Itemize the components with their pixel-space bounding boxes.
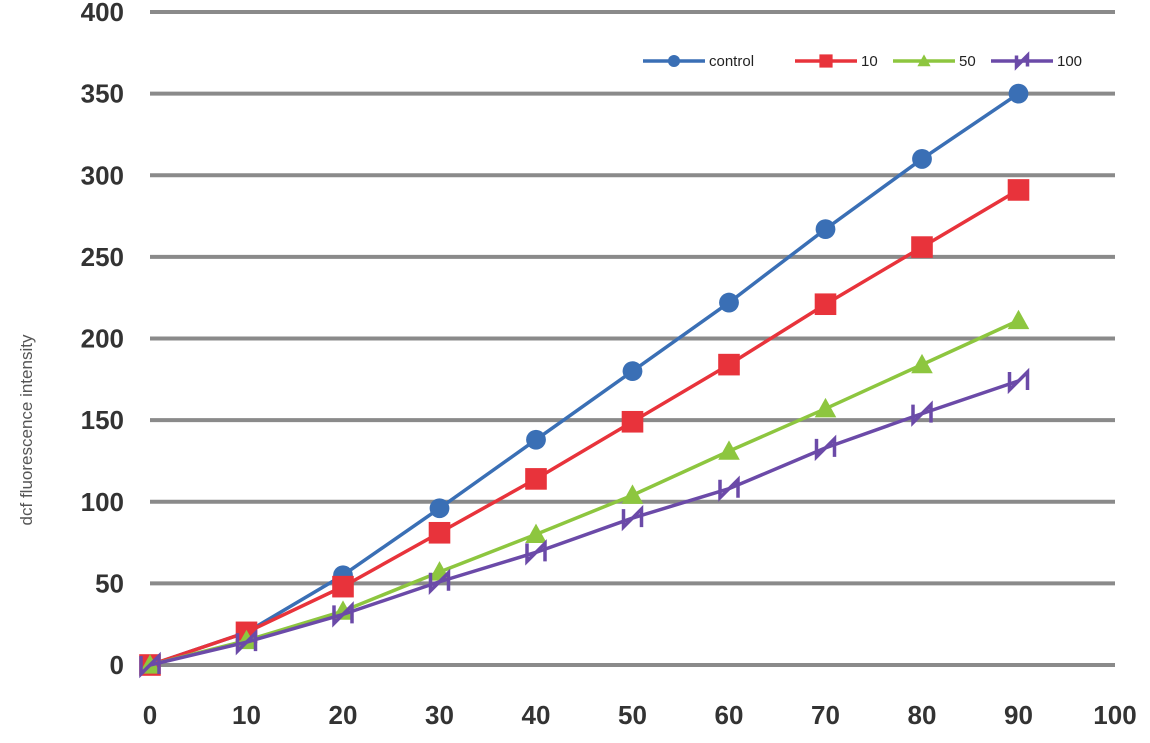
data-point-100 <box>139 651 161 679</box>
legend-label: control <box>709 53 754 70</box>
data-point-10 <box>525 468 547 490</box>
data-point-control <box>622 361 643 382</box>
data-point-10 <box>911 236 933 258</box>
y-tick-label: 100 <box>81 487 124 517</box>
data-point-100 <box>621 504 644 532</box>
y-tick-label: 200 <box>81 324 124 354</box>
legend-label: 50 <box>959 53 976 70</box>
data-point-100 <box>911 400 933 427</box>
data-point-control <box>1008 83 1029 104</box>
data-point-50 <box>621 484 644 504</box>
data-point-control <box>912 149 932 169</box>
x-tick-label: 40 <box>522 700 551 730</box>
x-tick-label: 50 <box>618 700 647 730</box>
y-tick-label: 400 <box>81 0 124 27</box>
series-line-50 <box>149 318 1020 667</box>
legend-label: 10 <box>861 53 878 70</box>
x-tick-label: 20 <box>329 700 358 730</box>
data-point-100 <box>814 434 837 462</box>
data-point-50 <box>1007 309 1030 330</box>
legend-marker <box>1014 51 1030 71</box>
series-lines <box>139 83 1030 679</box>
series-100 <box>139 367 1030 679</box>
x-tick-label: 10 <box>232 700 261 730</box>
data-point-control <box>429 498 450 519</box>
x-tick-label: 0 <box>143 700 157 730</box>
series-line-10 <box>149 188 1020 667</box>
data-point-100 <box>718 475 740 502</box>
x-tick-label: 100 <box>1093 700 1136 730</box>
data-point-10 <box>718 353 740 376</box>
y-tick-label: 150 <box>81 405 124 435</box>
series-control <box>140 83 1029 675</box>
legend-marker <box>819 54 833 68</box>
x-axis-ticks: 0 10 20 30 40 50 60 70 80 90 100 <box>143 700 1137 730</box>
y-tick-label: 250 <box>81 242 124 272</box>
gridlines <box>150 10 1115 667</box>
data-point-100 <box>235 628 258 656</box>
y-tick-label: 0 <box>110 650 124 680</box>
data-point-50 <box>911 353 933 374</box>
legend-label: 100 <box>1057 53 1082 70</box>
legend-item-100: 100 <box>991 51 1082 71</box>
x-tick-label: 90 <box>1004 700 1033 730</box>
legend-item-control: control <box>643 53 754 70</box>
data-point-100 <box>332 601 354 628</box>
x-tick-label: 70 <box>811 700 840 730</box>
legend-item-10: 10 <box>795 53 878 70</box>
series-10 <box>139 179 1030 676</box>
data-point-100 <box>525 539 547 566</box>
data-point-10 <box>814 293 837 316</box>
legend-item-50: 50 <box>893 53 976 70</box>
y-tick-label: 300 <box>81 160 124 190</box>
legend: control 10 50 100 <box>643 51 1082 71</box>
legend-marker <box>917 54 931 67</box>
data-point-10 <box>332 575 354 598</box>
data-point-10 <box>621 410 644 433</box>
data-point-50 <box>718 440 740 460</box>
data-point-100 <box>1007 367 1030 395</box>
series-line-100 <box>149 379 1020 667</box>
data-point-10 <box>428 521 451 544</box>
x-tick-label: 30 <box>425 700 454 730</box>
y-axis-title: dcf fluorescence intensity <box>17 334 36 525</box>
series-line-control <box>149 92 1020 667</box>
data-point-100 <box>428 568 451 595</box>
data-point-control <box>815 219 836 240</box>
y-tick-label: 350 <box>81 79 124 109</box>
data-point-control <box>526 429 546 450</box>
data-point-control <box>719 292 739 313</box>
y-axis-ticks: 0 50 100 150 200 250 300 350 400 <box>81 0 124 680</box>
data-point-50 <box>814 397 837 418</box>
y-tick-label: 50 <box>95 568 124 598</box>
x-tick-label: 80 <box>908 700 937 730</box>
x-tick-label: 60 <box>715 700 744 730</box>
data-point-50 <box>525 523 547 544</box>
data-point-10 <box>1007 179 1030 201</box>
legend-marker <box>667 54 681 68</box>
